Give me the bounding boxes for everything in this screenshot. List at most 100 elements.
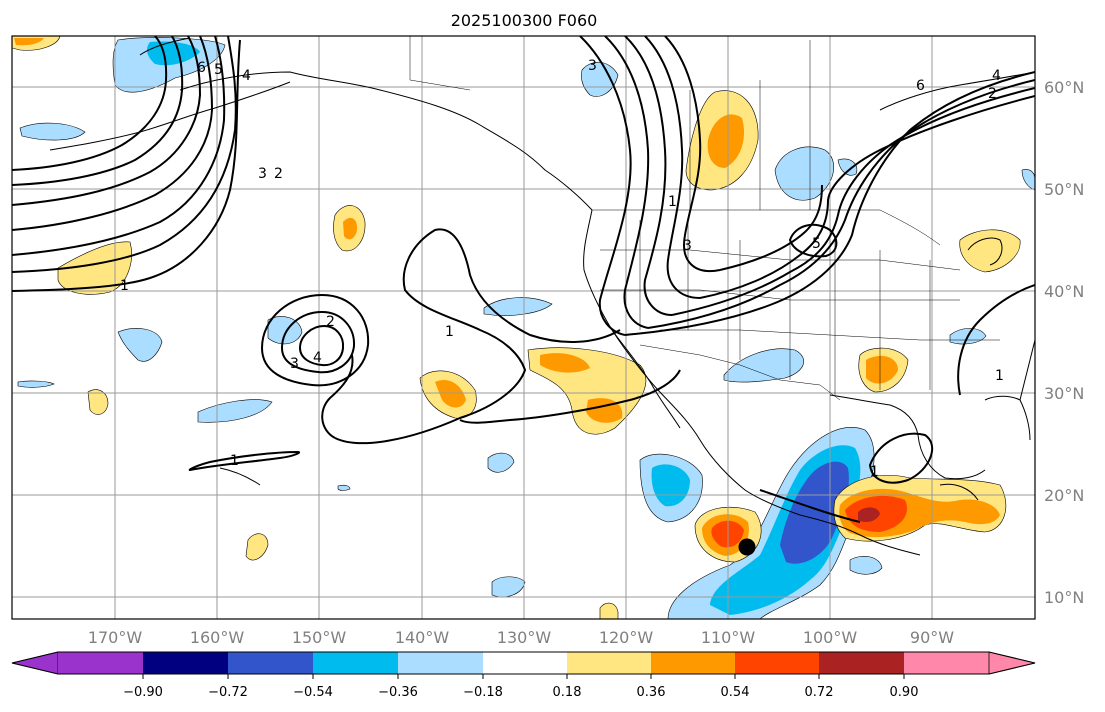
- shade-blue-guat: [849, 555, 883, 575]
- contour-label: 2: [988, 86, 997, 102]
- coast-hudson: [879, 71, 1035, 111]
- shade-blue-canada: [774, 146, 834, 201]
- contour-west-trough-e: [664, 36, 721, 273]
- contour-label: 3: [258, 166, 267, 182]
- contour-label: 1: [995, 368, 1004, 384]
- map-frame: [11, 35, 1036, 620]
- colorbar-tick-label: 0.90: [890, 685, 919, 700]
- contour-label: 5: [214, 62, 223, 78]
- colorbar-bin: [398, 652, 483, 674]
- border-alaska-canada: [409, 36, 471, 91]
- shade-blue-1030: [1021, 169, 1035, 191]
- contour-6-nw: [12, 36, 184, 186]
- colorbar-tick-label: 0.18: [553, 685, 582, 700]
- colorbar-bin: [483, 652, 567, 674]
- colorbar-ticks: [142, 674, 905, 679]
- contour-1-pacific: [334, 228, 621, 445]
- lat-label: 60°N: [1044, 78, 1084, 97]
- shade-yellow-f: [87, 389, 109, 415]
- contour-1-east: [957, 284, 1035, 396]
- shade-darkred-gulf: [858, 507, 880, 522]
- colorbar-extend-low: [11, 651, 59, 675]
- shade-yellow-glakes: [959, 229, 1021, 273]
- contour-label: 1: [668, 194, 677, 210]
- lat-label: 10°N: [1044, 588, 1084, 607]
- contour-1-bottom: [759, 489, 861, 523]
- contour-west-trough-b: [604, 36, 650, 329]
- coast-baja: [611, 329, 681, 429]
- colorbar-bin: [143, 652, 228, 674]
- shade-blue-d: [117, 328, 163, 362]
- colorbar-bin: [904, 652, 989, 674]
- contour-ridge-c: [671, 87, 1035, 316]
- coast-gl-michigan: [967, 237, 1003, 266]
- contour-7-nw: [12, 36, 168, 171]
- colorbar-outline: [11, 651, 1036, 675]
- colorbar-bin: [651, 652, 735, 674]
- contour-1-pacific-b: [321, 354, 354, 439]
- shade-blue-l: [337, 484, 351, 491]
- shade-blue-k: [487, 452, 515, 473]
- lat-label: 20°N: [1044, 486, 1084, 505]
- shade-yellow-h: [245, 533, 269, 561]
- state-line-i: [600, 289, 960, 301]
- lon-label: 120°W: [599, 628, 654, 647]
- contour-label: 3: [588, 58, 597, 74]
- map-panel: 6 5 4 3 2 1 3 1 2 4 3 1 1 3 6 4 2 5 1 1: [11, 35, 1036, 620]
- lon-label: 110°W: [701, 628, 756, 647]
- coast-hawaii: [219, 467, 261, 486]
- contour-label: 6: [197, 60, 206, 76]
- shade-orange-mexico-a: [540, 353, 590, 373]
- contour-west-trough-d: [644, 36, 701, 299]
- contour-5-nw: [12, 36, 202, 206]
- contour-ridge-b: [647, 79, 1035, 329]
- contour-west-trough-a: [579, 36, 632, 336]
- contour-1-loop: [459, 369, 681, 424]
- colorbar-bin: [567, 652, 651, 674]
- colorbar-bin: [58, 652, 143, 674]
- coast-east-us: [1019, 339, 1035, 401]
- shade-orange-texas: [866, 355, 898, 384]
- shade-blue-swus: [723, 348, 804, 383]
- colorbar-tick-label: −0.36: [378, 685, 418, 700]
- contour-2-low: [260, 293, 370, 387]
- colorbar-tick-label: −0.72: [208, 685, 248, 700]
- contour-label: 1: [445, 324, 454, 340]
- shade-blue-a: [19, 122, 86, 141]
- shade-blue-canada-2: [837, 158, 858, 176]
- contour-label: 1: [870, 464, 879, 480]
- contour-label-group: 6 5 4 3 2 1 3 1 2 4 3 1 1 3 6 4 2 5 1 1: [120, 58, 1004, 480]
- coast-west-us: [583, 209, 921, 556]
- colorbar-tick-label: −0.54: [293, 685, 333, 700]
- lon-label: 140°W: [395, 628, 450, 647]
- lon-label: 170°W: [88, 628, 143, 647]
- lon-label: 100°W: [803, 628, 858, 647]
- colorbar-bin: [313, 652, 398, 674]
- figure-title: 2025100300 F060: [451, 11, 598, 30]
- lat-label: 30°N: [1044, 384, 1084, 403]
- border-us-mexico: [639, 344, 841, 401]
- contour-west-trough-c: [624, 36, 673, 316]
- contour-4-nw: [12, 36, 214, 231]
- colorbar-tick-label: 0.54: [721, 685, 750, 700]
- colorbar-tick-label: 0.72: [805, 685, 834, 700]
- contour-label: 1: [230, 453, 239, 469]
- contour-2-nw: [12, 36, 237, 273]
- state-line-h: [600, 249, 961, 271]
- shade-mblue-epac: [780, 461, 849, 564]
- shade-orange-b: [343, 217, 358, 240]
- contour-1-gulf-low: [868, 432, 934, 484]
- colorbar-bin: [819, 652, 904, 674]
- contour-ridge-d: [699, 95, 1035, 299]
- longitude-labels: 170°W 160°W 150°W 140°W 130°W 120°W 110°…: [88, 628, 954, 647]
- lon-label: 150°W: [292, 628, 347, 647]
- contour-label: 1: [120, 278, 129, 294]
- state-line-j: [660, 329, 1000, 341]
- contours: [12, 36, 1035, 523]
- contour-label: 4: [992, 68, 1001, 84]
- contour-label: 4: [242, 68, 251, 84]
- contour-3-nw: [12, 36, 226, 256]
- shade-yellow-n: [599, 602, 619, 619]
- lat-label: 40°N: [1044, 282, 1084, 301]
